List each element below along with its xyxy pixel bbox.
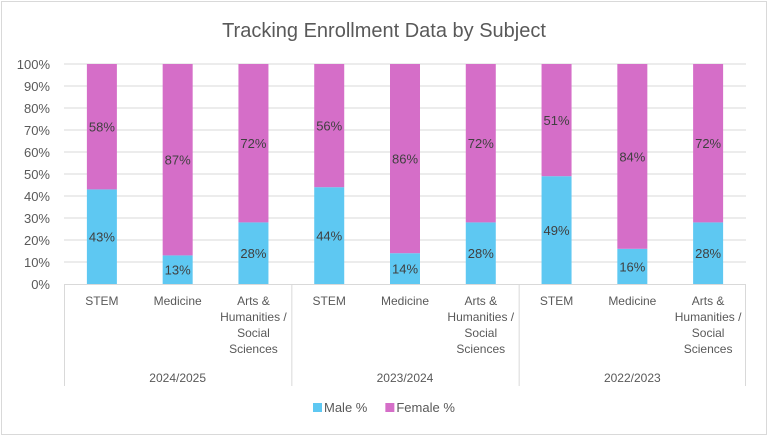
legend-item: Female % bbox=[385, 400, 455, 415]
chart-title: Tracking Enrollment Data by Subject bbox=[222, 20, 546, 42]
bar-male bbox=[693, 222, 724, 284]
data-label-female: 84% bbox=[619, 149, 645, 164]
bar-male bbox=[314, 187, 345, 284]
legend-label: Male % bbox=[324, 400, 368, 415]
bar-male bbox=[162, 255, 193, 284]
group-label: 2024/2025 bbox=[149, 371, 206, 385]
bars bbox=[86, 64, 724, 284]
bar-female bbox=[238, 64, 269, 223]
category-label: Medicine bbox=[381, 294, 429, 308]
category-label: Arts & Humanities / Social Sciences bbox=[447, 294, 514, 356]
data-label-female: 72% bbox=[240, 136, 266, 151]
category-label: STEM bbox=[85, 294, 118, 308]
data-labels: 43% 58% 13% 87% 28% 72% 44% 56% 14% 86% 28% 72% 49% 5… bbox=[89, 113, 722, 278]
data-label-male: 28% bbox=[695, 246, 721, 261]
y-axis-ticks: 0% 10% 20% 30% 40% 50% 60% 70% 80% 90% 100% bbox=[17, 57, 51, 292]
category-label: Arts & Humanities / Social Sciences bbox=[675, 294, 742, 356]
category-label: Arts & Humanities / Social Sciences bbox=[220, 294, 287, 356]
data-label-male: 28% bbox=[468, 246, 494, 261]
y-tick-label: 40% bbox=[24, 189, 50, 204]
legend-swatch bbox=[313, 403, 322, 412]
legend: Male % Female % bbox=[313, 400, 455, 415]
bar-male bbox=[86, 189, 117, 284]
bar-male bbox=[541, 176, 572, 284]
data-label-male: 43% bbox=[89, 230, 115, 245]
bar-female bbox=[390, 64, 420, 254]
x-axis: STEM Medicine Arts & Humanities / Social Scie… bbox=[64, 284, 746, 386]
data-label-female: 87% bbox=[165, 153, 191, 168]
bar-female bbox=[617, 64, 648, 249]
bar-male bbox=[238, 222, 269, 284]
legend-item: Male % bbox=[313, 400, 368, 415]
y-tick-label: 0% bbox=[31, 277, 50, 292]
y-tick-label: 60% bbox=[24, 145, 50, 160]
category-label: Medicine bbox=[608, 294, 656, 308]
data-label-female: 58% bbox=[89, 120, 115, 135]
y-tick-label: 50% bbox=[24, 167, 50, 182]
bar-male bbox=[617, 248, 648, 284]
y-tick-label: 10% bbox=[24, 255, 50, 270]
data-label-female: 51% bbox=[544, 113, 570, 128]
bar-female bbox=[162, 64, 193, 256]
bar-male bbox=[465, 222, 496, 284]
y-tick-label: 90% bbox=[24, 79, 50, 94]
data-label-male: 13% bbox=[165, 263, 191, 278]
y-tick-label: 30% bbox=[24, 211, 50, 226]
data-label-female: 72% bbox=[468, 136, 494, 151]
bar-female bbox=[465, 64, 496, 223]
y-tick-label: 70% bbox=[24, 123, 50, 138]
y-tick-label: 100% bbox=[17, 57, 51, 72]
data-label-male: 49% bbox=[544, 223, 570, 238]
data-label-male: 28% bbox=[240, 246, 266, 261]
bar-male bbox=[390, 253, 420, 284]
category-label: STEM bbox=[313, 294, 346, 308]
data-label-male: 14% bbox=[392, 262, 418, 277]
bar-female bbox=[314, 64, 345, 188]
data-label-male: 16% bbox=[619, 259, 645, 274]
bar-female bbox=[541, 64, 572, 177]
category-label: Medicine bbox=[154, 294, 202, 308]
data-label-female: 86% bbox=[392, 152, 418, 167]
category-label: STEM bbox=[540, 294, 573, 308]
group-label: 2022/2023 bbox=[604, 371, 661, 385]
data-label-female: 56% bbox=[316, 119, 342, 134]
bar-female bbox=[693, 64, 724, 223]
bar-female bbox=[86, 64, 117, 190]
data-label-female: 72% bbox=[695, 136, 721, 151]
legend-label: Female % bbox=[396, 400, 455, 415]
group-label: 2023/2024 bbox=[377, 371, 434, 385]
legend-swatch bbox=[385, 403, 395, 412]
y-tick-label: 80% bbox=[24, 101, 50, 116]
y-tick-label: 20% bbox=[24, 233, 50, 248]
data-label-male: 44% bbox=[316, 229, 342, 244]
